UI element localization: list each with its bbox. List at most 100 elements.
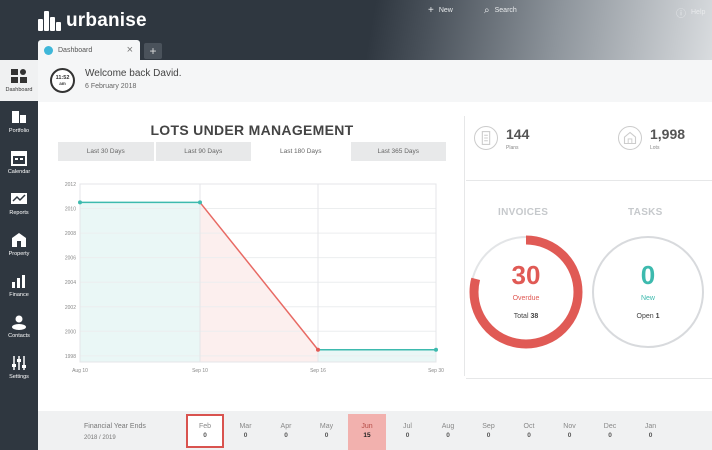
y-tick-label: 2010 [65,207,76,213]
plans-stat[interactable]: 144 Plans [474,126,529,151]
tasks-open-label: Open [636,313,654,320]
month-may[interactable]: May 0 [308,414,346,450]
sidebar-item-label: Contacts [8,333,30,339]
calendar-icon [11,151,27,166]
lots-line-chart: 1998 2000 2002 2004 2006 2008 2010 2012 Aug 10 Se… [65,182,444,374]
sidebar-item-label: Reports [9,210,29,216]
sidebar-item-property[interactable]: Property [0,224,38,265]
sidebar-item-calendar[interactable]: Calendar [0,142,38,183]
dashboard-main: LOTS UNDER MANAGEMENT Last 30 Days Last … [38,102,712,411]
new-button[interactable]: + New [428,5,453,16]
sidebar-item-settings[interactable]: Settings [0,347,38,388]
ring-track [592,236,704,348]
invoices-overdue-count: 30 [511,260,541,290]
filter-last-30-days[interactable]: Last 30 Days [58,142,154,161]
tasks-open-value: 1 [655,313,660,320]
sidebar-item-finance[interactable]: Finance [0,265,38,306]
filter-last-365-days[interactable]: Last 365 Days [350,142,446,161]
month-count: 0 [243,432,248,439]
tab-dashboard[interactable]: Dashboard × [38,40,140,60]
month-jul[interactable]: Jul 0 [389,414,427,450]
data-point[interactable] [198,200,202,205]
month-jan[interactable]: Jan 0 [632,414,670,450]
month-feb[interactable]: Feb 0 [186,414,224,448]
divider [464,116,465,376]
finance-icon [12,275,25,288]
month-label: Mar [239,423,252,430]
lots-label: Lots [650,145,660,151]
y-tick-label: 2004 [65,280,76,286]
invoices-total-value: 38 [530,313,539,320]
plus-icon: + [428,5,434,16]
tab-label: Dashboard [58,46,93,54]
plot-border [79,183,437,363]
x-tick-label: Sep 30 [428,368,444,374]
add-tab-button[interactable]: + [144,43,162,59]
help-icon: ⓘ [676,9,686,20]
month-count: 0 [648,432,653,439]
data-point[interactable] [316,347,320,352]
y-tick-label: 2008 [65,231,76,237]
top-bar: urbanise + New ⌕ Search ⓘ Help Dashboard… [0,0,712,60]
month-jun[interactable]: Jun 15 [348,414,386,450]
brand-logo[interactable]: urbanise [38,10,147,32]
invoices-status: Overdue [512,295,540,302]
y-tick-label: 2012 [65,182,76,188]
plans-label: Plans [506,145,519,151]
month-count: 0 [567,432,572,439]
portfolio-icon [12,111,26,123]
sidebar-item-contacts[interactable]: Contacts [0,306,38,347]
month-apr[interactable]: Apr 0 [267,414,305,450]
month-count: 15 [363,432,371,439]
sidebar-item-label: Property [8,251,30,257]
month-label: Jan [644,423,657,430]
month-aug[interactable]: Aug 0 [429,414,467,450]
month-oct[interactable]: Oct 0 [510,414,548,450]
invoices-total: Total 38 [486,313,566,320]
clock-icon: 11:52 am [50,68,75,93]
invoices-ring[interactable] [466,232,586,352]
data-point[interactable] [78,200,82,205]
month-label: Sep [482,423,495,430]
tasks-heading: TASKS [628,207,663,218]
month-dec[interactable]: Dec 0 [591,414,629,450]
property-icon [12,233,26,247]
month-mar[interactable]: Mar 0 [227,414,265,450]
tab-bar: Dashboard × + [38,38,162,60]
search-label: Search [494,7,517,14]
month-count: 0 [608,432,612,439]
invoices-heading: INVOICES [498,207,549,218]
tasks-ring[interactable] [588,232,708,352]
tasks-status: New [640,295,655,302]
sidebar-item-reports[interactable]: Reports [0,183,38,224]
sidebar-item-dashboard[interactable]: Dashboard [0,60,38,101]
month-count: 0 [284,432,288,439]
filter-last-90-days[interactable]: Last 90 Days [155,142,251,161]
help-button[interactable]: ⓘ Help [676,5,705,20]
tasks-open: Open 1 [608,313,688,320]
sidebar-item-portfolio[interactable]: Portfolio [0,101,38,142]
month-count: 0 [486,432,491,439]
x-tick-label: Aug 10 [72,368,88,374]
sidebar-item-label: Dashboard [5,87,33,93]
date-range-filters: Last 30 Days Last 90 Days Last 180 Days … [58,142,446,161]
month-nov[interactable]: Nov 0 [551,414,589,450]
search-button[interactable]: ⌕ Search [484,5,517,16]
month-label: Dec [603,423,617,430]
filter-last-180-days[interactable]: Last 180 Days [253,142,349,161]
contacts-icon [12,315,26,330]
dashboard-tab-icon [44,45,53,55]
y-tick-label: 2006 [65,256,76,262]
month-count: 0 [527,432,531,439]
plans-icon [474,126,498,150]
data-point[interactable] [434,347,438,352]
divider [466,180,712,181]
invoices-total-label: Total [513,313,529,320]
help-label: Help [691,9,706,16]
settings-icon [12,356,26,370]
close-icon[interactable]: × [126,44,133,56]
lots-stat[interactable]: 1,998 Lots [618,126,685,151]
welcome-title: Welcome back David. [85,68,182,79]
welcome-bar: 11:52 am Welcome back David. 6 February … [38,60,712,102]
month-sep[interactable]: Sep 0 [470,414,508,450]
